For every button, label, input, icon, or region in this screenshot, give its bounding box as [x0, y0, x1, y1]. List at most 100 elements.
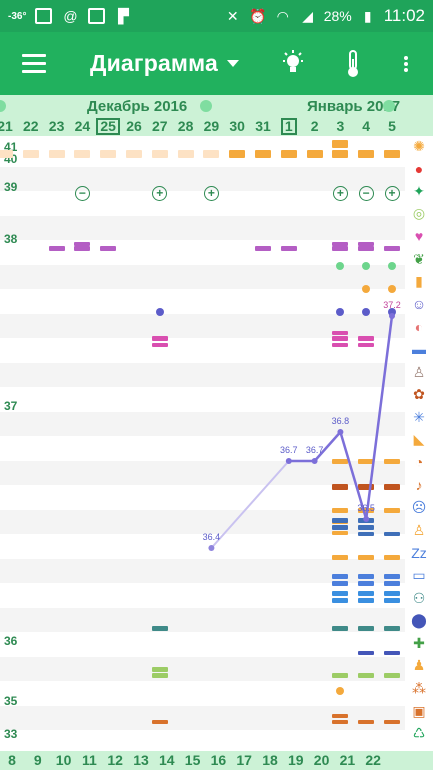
symptom-mark[interactable] — [332, 531, 349, 535]
symptom-mark[interactable] — [384, 598, 400, 603]
date-cell[interactable]: 23 — [48, 118, 65, 134]
first-aid-icon[interactable]: ✚ — [413, 634, 425, 651]
head-icon[interactable]: ◐ — [414, 318, 424, 335]
symptom-mark[interactable] — [384, 150, 400, 158]
recycle-icon[interactable]: ♺ — [412, 725, 426, 742]
minus-circle-icon[interactable]: − — [74, 186, 90, 201]
symptom-mark[interactable] — [74, 242, 91, 246]
temperature-point[interactable] — [208, 545, 215, 551]
smiley-icon[interactable]: ☺ — [411, 296, 427, 313]
bottle-icon[interactable]: ▮ — [415, 273, 423, 290]
date-cell[interactable]: 22 — [23, 118, 39, 134]
symptom-mark[interactable] — [384, 574, 400, 579]
symptom-dot[interactable] — [388, 285, 396, 293]
couple-icon[interactable]: ⚇ — [412, 589, 426, 606]
cake-icon[interactable]: ▭ — [412, 566, 426, 583]
symptom-mark[interactable] — [332, 140, 349, 148]
symptom-mark[interactable] — [151, 343, 168, 347]
chart-type-dropdown[interactable]: Диаграмма — [90, 32, 250, 95]
sleep-icon[interactable]: Zz — [411, 544, 427, 561]
plus-circle-icon[interactable]: + — [152, 186, 168, 201]
plus-circle-icon[interactable]: + — [203, 186, 219, 201]
symptom-mark[interactable] — [74, 246, 91, 251]
symptom-mark[interactable] — [151, 667, 168, 672]
symptom-mark[interactable] — [358, 484, 375, 490]
symptom-mark[interactable] — [358, 459, 375, 464]
symptom-dot[interactable] — [388, 308, 396, 316]
symptom-mark[interactable] — [48, 150, 65, 158]
symptom-mark[interactable] — [332, 331, 349, 335]
scroll-dot-left-icon[interactable] — [0, 100, 6, 112]
date-cell[interactable]: 5 — [388, 118, 396, 134]
symptom-mark[interactable] — [229, 150, 246, 158]
symptom-mark[interactable] — [384, 508, 400, 513]
symptom-mark[interactable] — [384, 720, 400, 724]
symptom-mark[interactable] — [74, 150, 91, 158]
temperature-point[interactable] — [311, 458, 318, 464]
more-icon[interactable] — [395, 32, 417, 95]
baby-icon[interactable]: ♟ — [412, 657, 426, 674]
plus-circle-icon[interactable]: + — [384, 186, 400, 201]
symptom-mark[interactable] — [332, 525, 349, 530]
temperature-point[interactable] — [337, 429, 344, 435]
temperature-point[interactable] — [285, 458, 292, 464]
ear-icon[interactable]: ♪ — [415, 477, 423, 493]
symptom-dot[interactable] — [362, 308, 371, 316]
symptom-mark[interactable] — [151, 720, 168, 724]
date-cell[interactable]: 31 — [255, 118, 271, 134]
symptom-mark[interactable] — [255, 246, 271, 251]
symptom-mark[interactable] — [358, 336, 375, 341]
symptom-mark[interactable] — [332, 598, 349, 603]
person-icon[interactable]: ♙ — [412, 363, 426, 380]
symptom-mark[interactable] — [358, 581, 375, 586]
date-cell[interactable]: 1 — [276, 117, 302, 136]
menu-icon[interactable] — [10, 32, 58, 95]
symptom-mark[interactable] — [332, 555, 349, 560]
symptom-mark[interactable] — [100, 246, 117, 251]
symptom-mark[interactable] — [384, 484, 400, 490]
drop-icon[interactable]: ● — [414, 160, 424, 177]
plus-circle-icon[interactable]: + — [332, 186, 348, 201]
virus-icon[interactable]: ✿ — [413, 386, 425, 403]
symptom-mark[interactable] — [151, 673, 168, 678]
symptom-mark[interactable] — [151, 150, 168, 158]
symptom-mark[interactable] — [358, 574, 375, 579]
leaf-icon[interactable]: ❦ — [413, 250, 425, 267]
symptom-dot[interactable] — [388, 262, 396, 270]
symptom-mark[interactable] — [332, 508, 349, 513]
symptom-dot[interactable] — [336, 308, 345, 316]
symptom-mark[interactable] — [384, 673, 400, 678]
symptom-mark[interactable] — [332, 484, 349, 490]
symptom-mark[interactable] — [332, 459, 349, 464]
symptom-mark[interactable] — [332, 591, 349, 596]
symptom-mark[interactable] — [332, 150, 349, 158]
rings-icon[interactable]: ◎ — [412, 205, 426, 222]
symptom-mark[interactable] — [384, 246, 400, 251]
symptom-dot[interactable] — [336, 687, 345, 695]
symptom-dot[interactable] — [155, 308, 164, 316]
symptom-mark[interactable] — [280, 150, 297, 158]
monitor-icon[interactable]: ▣ — [412, 702, 426, 719]
heart-icon[interactable]: ♥ — [414, 228, 424, 245]
symptom-mark[interactable] — [22, 150, 39, 158]
symptom-mark[interactable] — [332, 720, 349, 724]
thermometer-icon[interactable] — [338, 32, 368, 95]
date-cell[interactable]: 27 — [152, 118, 168, 134]
symptom-mark[interactable] — [384, 581, 400, 586]
date-cell[interactable]: 25 — [95, 117, 121, 136]
date-cell[interactable]: 26 — [126, 118, 142, 134]
date-cell[interactable]: 4 — [362, 118, 371, 134]
minus-circle-icon[interactable]: − — [358, 186, 374, 201]
bird-icon[interactable]: ✦ — [413, 182, 425, 199]
symptom-mark[interactable] — [384, 591, 400, 596]
symptom-mark[interactable] — [332, 673, 349, 678]
symptom-mark[interactable] — [358, 651, 375, 655]
symptom-mark[interactable] — [126, 150, 142, 158]
date-cell[interactable]: 30 — [229, 118, 245, 134]
date-cell[interactable]: 24 — [74, 118, 91, 134]
date-cell[interactable]: 21 — [0, 118, 13, 134]
scroll-dot-icon[interactable] — [200, 100, 212, 112]
symptom-mark[interactable] — [151, 626, 168, 631]
symptom-mark[interactable] — [384, 555, 400, 560]
date-cell[interactable]: 29 — [203, 118, 220, 134]
